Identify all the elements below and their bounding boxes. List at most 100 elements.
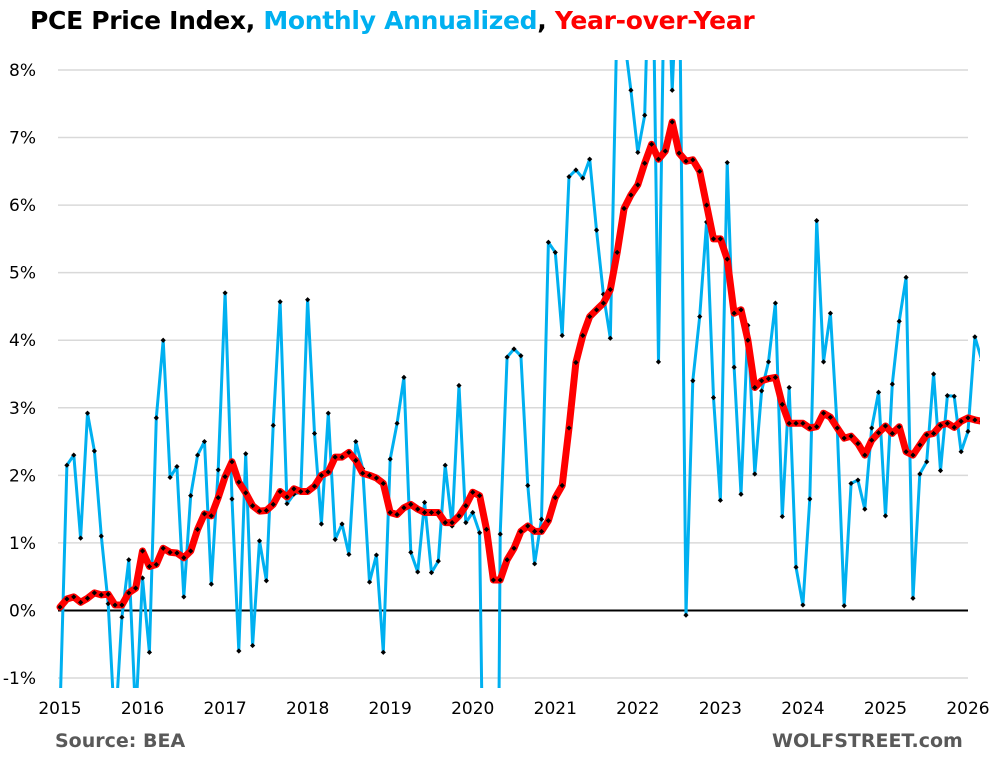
yoy-marker (917, 442, 923, 448)
monthly-marker (875, 389, 882, 395)
yoy-marker (889, 430, 895, 437)
yoy-marker (284, 494, 290, 500)
monthly-marker (786, 384, 792, 391)
yoy-marker (738, 307, 744, 313)
yoy-marker (518, 528, 524, 535)
yoy-marker (924, 432, 930, 438)
monthly-marker (119, 614, 125, 620)
monthly-marker (250, 642, 256, 649)
yoy-marker (277, 488, 283, 495)
y-tick-label: 6% (9, 196, 36, 216)
title-part-yoy: Year-over-Year (554, 6, 755, 35)
yoy-marker (483, 526, 490, 532)
monthly-marker (820, 359, 827, 365)
monthly-marker (545, 239, 551, 245)
yoy-marker (820, 410, 827, 416)
yoy-marker (325, 469, 331, 475)
yoy-marker (98, 592, 104, 598)
yoy-marker (229, 459, 235, 465)
yoy-marker (194, 526, 201, 532)
monthly-marker (236, 648, 242, 654)
y-tick-label: -1% (3, 669, 36, 689)
monthly-marker (862, 506, 868, 512)
yoy-marker (827, 414, 834, 420)
monthly-marker (559, 332, 565, 339)
monthly-marker (738, 491, 744, 497)
yoy-marker (64, 596, 70, 602)
monthly-marker (105, 601, 111, 607)
yoy-marker (181, 555, 187, 561)
yoy-marker (690, 157, 696, 163)
yoy-marker (291, 486, 297, 492)
yoy-marker (91, 590, 97, 596)
yoy-marker (593, 307, 600, 313)
monthly-marker (697, 313, 703, 320)
source-label: Source: BEA (55, 730, 186, 752)
yoy-marker (772, 374, 778, 380)
yoy-marker (552, 495, 558, 501)
monthly-marker (442, 462, 448, 468)
monthly-marker (882, 513, 889, 519)
yoy-marker (869, 437, 875, 443)
monthly-marker (772, 300, 778, 306)
yoy-marker (78, 599, 84, 605)
x-tick-label: 2017 (203, 699, 246, 719)
yoy-marker (215, 495, 221, 501)
yoy-marker (497, 577, 503, 583)
yoy-marker (848, 433, 854, 439)
yoy-marker (607, 286, 613, 293)
monthly-marker (752, 471, 758, 477)
monthly-marker (800, 602, 806, 608)
yoy-marker (655, 156, 662, 162)
yoy-marker (635, 182, 641, 188)
yoy-marker (621, 205, 627, 212)
x-axis-ticks: 2015 2016 2017 2018 2019 2020 2021 2022 2023 2024… (38, 699, 989, 719)
yoy-marker (84, 595, 91, 601)
monthly-marker (931, 371, 937, 377)
yoy-marker (442, 520, 448, 526)
x-tick-label: 2023 (699, 699, 742, 719)
yoy-marker (697, 168, 703, 174)
yoy-marker (834, 425, 840, 431)
yoy-marker (862, 452, 868, 458)
yoy-marker (477, 493, 483, 499)
monthly-marker (552, 249, 558, 255)
yoy-marker (105, 591, 111, 597)
monthly-marker (243, 451, 249, 457)
yoy-marker (979, 420, 980, 423)
monthly-marker (710, 395, 717, 401)
monthly-marker (615, 7, 620, 12)
monthly-marker (318, 521, 324, 527)
yoy-marker (710, 236, 717, 242)
yoy-marker (435, 509, 441, 516)
yoy-marker (580, 332, 586, 339)
yoy-marker (174, 550, 180, 556)
monthly-marker (504, 354, 510, 360)
yoy-marker (311, 483, 318, 489)
monthly-line (59, 60, 980, 688)
monthly-marker (566, 174, 572, 180)
yoy-marker (669, 119, 675, 125)
monthly-marker (428, 570, 435, 576)
monthly-marker (167, 474, 173, 480)
yoy-marker (683, 158, 689, 164)
monthly-marker (532, 561, 538, 567)
monthly-marker (807, 496, 813, 502)
monthly-marker (153, 415, 159, 421)
monthly-marker (979, 359, 980, 362)
yoy-marker (146, 563, 153, 570)
yoy-marker (765, 376, 772, 382)
yoy-marker (573, 359, 579, 366)
monthly-marker (759, 388, 765, 394)
monthly-marker (71, 452, 77, 458)
series-monthly-annualized (59, 7, 980, 688)
chart-title: PCE Price Index, Monthly Annualized, Yea… (30, 6, 755, 35)
yoy-marker (511, 545, 517, 551)
monthly-marker (394, 420, 400, 426)
yoy-marker (972, 417, 978, 423)
yoy-marker (600, 300, 607, 306)
yoy-marker (628, 192, 634, 198)
x-tick-label: 2020 (451, 699, 494, 719)
yoy-marker (57, 604, 63, 610)
yoy-marker (387, 509, 393, 516)
